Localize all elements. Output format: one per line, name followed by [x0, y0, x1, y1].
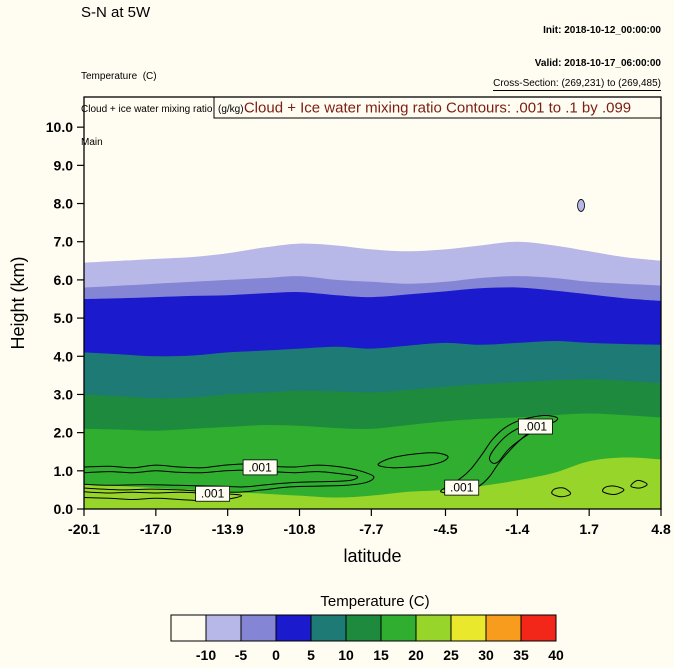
cross-section-coords: Cross-Section: (269,231) to (269,485) [493, 78, 661, 91]
colorbar-label: 40 [548, 647, 564, 663]
y-tick-label: 1.0 [54, 463, 74, 479]
colorbar-swatch [520, 614, 557, 642]
cloud-contour-0.001 [602, 485, 625, 496]
y-tick-label: 0.0 [54, 501, 74, 517]
cloud-contour-0.001 [377, 452, 449, 469]
cloud-contour-0.001 [84, 463, 375, 493]
contour-label-box [518, 418, 553, 435]
colorbar-swatch [170, 614, 207, 642]
cloud-contour-0.001 [630, 479, 648, 489]
y-tick-label: 9.0 [54, 157, 74, 173]
contour-label-box [195, 485, 231, 502]
y-axis: 0.0 1.0 2.0 3.0 4.0 5.0 6.0 7.0 8.0 9.0 10.0 Height… [8, 119, 84, 517]
temperature-colorbar: Temperature (C) -10 -5 0 5 10 15 20 25 30 35 40 [170, 593, 564, 663]
valid-time: Valid: 2018-10-17_06:00:00 [534, 58, 661, 69]
contour-label-text: .001 [524, 420, 548, 434]
colorbar-swatch [450, 614, 487, 642]
contour-label-text: .001 [450, 481, 474, 495]
x-tick-label: -4.5 [433, 521, 457, 537]
contour-label-text: .001 [248, 460, 272, 474]
colorbar-swatch [380, 614, 417, 642]
y-tick-label: 2.0 [54, 425, 74, 441]
x-axis-title: latitude [343, 546, 401, 566]
field-main: Main [81, 137, 103, 148]
colorbar-label: 15 [373, 647, 389, 663]
contour-label-text: .001 [201, 487, 225, 501]
y-tick-label: 6.0 [54, 272, 74, 288]
y-tick-label: 8.0 [54, 196, 74, 212]
x-tick-label: 4.8 [651, 521, 671, 537]
colorbar-label: 30 [478, 647, 494, 663]
x-tick-label: -10.8 [284, 521, 316, 537]
cloud-contour-0.001 [440, 414, 559, 494]
contour-info-text: Cloud + Ice water mixing ratio Contours:… [244, 100, 631, 117]
cloud-contour-0.001 [551, 487, 572, 498]
colorbar-title: Temperature (C) [320, 593, 429, 610]
field-list: Temperature (C) Cloud + ice water mixing… [81, 49, 244, 170]
y-tick-label: 5.0 [54, 310, 74, 326]
x-tick-label: -17.0 [140, 521, 172, 537]
y-tick-label: 3.0 [54, 386, 74, 402]
x-tick-label: 1.7 [579, 521, 599, 537]
x-tick-label: -7.7 [359, 521, 383, 537]
x-axis: -20.1 -17.0 -13.9 -10.8 -7.7 -4.5 -1.4 1.7 4.8 la… [68, 509, 671, 566]
x-tick-label: -13.9 [212, 521, 244, 537]
colorbar-swatch [415, 614, 452, 642]
colorbar-swatch [205, 614, 242, 642]
y-axis-title: Height (km) [8, 256, 28, 349]
colorbar-label: 5 [307, 647, 315, 663]
y-tick-label: 4.0 [54, 348, 74, 364]
x-tick-label: -20.1 [68, 521, 100, 537]
colorbar-label: -10 [196, 647, 216, 663]
colorbar-swatch [240, 614, 277, 642]
init-time: Init: 2018-10-12_00:00:00 [543, 25, 661, 36]
contour-labels: .001 .001 .001 .001 [195, 418, 553, 502]
colorbar-label: 20 [408, 647, 424, 663]
colorbar-label: 25 [443, 647, 459, 663]
colorbar-swatch [485, 614, 522, 642]
x-tick-label: -1.4 [505, 521, 529, 537]
y-tick-label: 10.0 [46, 119, 73, 135]
colorbar-label: -5 [235, 647, 248, 663]
contour-label-box [444, 479, 480, 496]
colorbar-swatch [310, 614, 347, 642]
colorbar-label: 0 [272, 647, 280, 663]
field-temperature: Temperature (C) [81, 71, 157, 82]
colorbar-swatch [345, 614, 382, 642]
contour-label-box [242, 459, 278, 476]
cloud-contour-0.001 [84, 491, 243, 502]
colorbar-swatch [275, 614, 312, 642]
y-tick-label: 7.0 [54, 234, 74, 250]
colorbar-label: 10 [338, 647, 354, 663]
page-title: S-N at 5W [81, 4, 151, 21]
field-cloud-ice: Cloud + ice water mixing ratio (g/kg) [81, 104, 244, 115]
init-valid-block: Init: 2018-10-12_00:00:00 Valid: 2018-10… [535, 3, 661, 91]
cold-anomaly-blob [577, 199, 585, 212]
colorbar-label: 35 [513, 647, 529, 663]
plot-frame [83, 96, 662, 510]
cloud-contour-lines [84, 414, 648, 502]
